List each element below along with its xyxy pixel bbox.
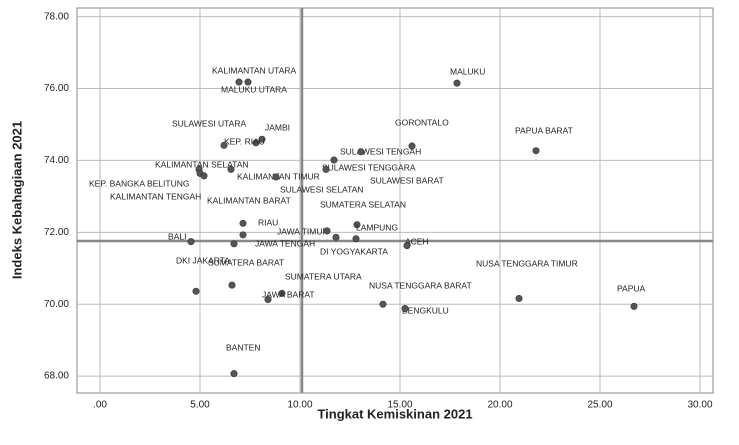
point (379, 300, 387, 308)
x-tick-label: 5.00 (190, 400, 210, 411)
x-tick-label: .00 (93, 400, 107, 411)
point-label: KEP. BANGKA BELITUNG (89, 178, 189, 188)
point-label: SUMATERA BARAT (208, 257, 284, 267)
point-label: GORONTALO (395, 117, 449, 127)
point-label: BENGKULU (402, 305, 449, 315)
point (403, 242, 411, 250)
point-label: MALUKU UTARA (221, 84, 287, 94)
point (239, 231, 247, 239)
point-label: SULAWESI UTARA (172, 118, 246, 128)
point (532, 147, 540, 155)
point-label: JAWA TENGAH (255, 238, 315, 248)
point-label: DKI JAKARTA (176, 255, 230, 265)
y-tick-label: 68.00 (44, 371, 69, 382)
y-tick-label: 72.00 (44, 227, 69, 238)
point (330, 156, 338, 164)
point (244, 78, 252, 86)
point (353, 221, 361, 229)
point-label: JAMBI (265, 122, 290, 132)
point (352, 235, 360, 243)
point (252, 139, 260, 147)
point-label: KEP. RIAU (224, 136, 265, 146)
point (453, 79, 461, 87)
point (515, 294, 523, 302)
y-axis-label: Indeks Kebahagiaan 2021 (9, 121, 24, 279)
point-label: JAWA BARAT (262, 289, 315, 299)
y-tick-label: 78.00 (44, 11, 69, 22)
point (220, 141, 228, 149)
point-label: PAPUA (617, 283, 646, 293)
point (192, 287, 200, 295)
point-label: RIAU (258, 217, 278, 227)
point-label: SULAWESI SELATAN (280, 184, 363, 194)
point-label: PAPUA BARAT (515, 125, 573, 135)
point-label: MALUKU (450, 66, 485, 76)
point-label: SUMATERA SELATAN (320, 199, 406, 209)
point-label: KALIMANTAN SELATAN (155, 159, 249, 169)
point (332, 233, 340, 241)
y-tick-label: 70.00 (44, 299, 69, 310)
point (357, 148, 365, 156)
point-label: DI YOGYAKARTA (320, 246, 388, 256)
point-label: SULAWESI TENGGARA (322, 162, 416, 172)
x-axis-label: Tingkat Kemiskinan 2021 (317, 406, 472, 421)
x-tick-label: 10.00 (287, 400, 312, 411)
point (235, 78, 243, 86)
point-label: SULAWESI BARAT (370, 175, 444, 185)
point-label: KALIMANTAN TENGAH (110, 191, 201, 201)
point (230, 370, 238, 378)
point-label: BANTEN (226, 342, 260, 352)
y-tick-label: 76.00 (44, 83, 69, 94)
point (187, 238, 195, 246)
point-label: NUSA TENGGARA TIMUR (476, 258, 578, 268)
x-tick-label: 15.00 (387, 400, 412, 411)
point (323, 227, 331, 235)
x-tick-label: 25.00 (587, 400, 612, 411)
point (278, 289, 286, 297)
point (200, 172, 208, 180)
point (230, 240, 238, 248)
point (228, 281, 236, 289)
point-label: NUSA TENGGARA BARAT (369, 280, 472, 290)
plot-frame (76, 7, 714, 394)
point (322, 165, 330, 173)
point-label: ACEH (405, 236, 429, 246)
point-label: BALI (168, 231, 186, 241)
point (630, 302, 638, 310)
point-label: JAWA TIMUR (277, 226, 329, 236)
point (239, 219, 247, 227)
point-label: SULAWESI TENGAH (340, 146, 421, 156)
point (227, 165, 235, 173)
point (272, 173, 280, 181)
point (401, 305, 409, 313)
point (258, 135, 266, 143)
point-label: LAMPUNG (356, 222, 398, 232)
x-tick-label: 20.00 (487, 400, 512, 411)
point-label: KALIMANTAN UTARA (212, 65, 297, 75)
point-label: KALIMANTAN BARAT (207, 195, 291, 205)
y-tick-label: 74.00 (44, 155, 69, 166)
x-tick-label: 30.00 (687, 400, 712, 411)
point (264, 296, 272, 304)
point-label: SUMATERA UTARA (285, 271, 362, 281)
point (408, 142, 416, 150)
